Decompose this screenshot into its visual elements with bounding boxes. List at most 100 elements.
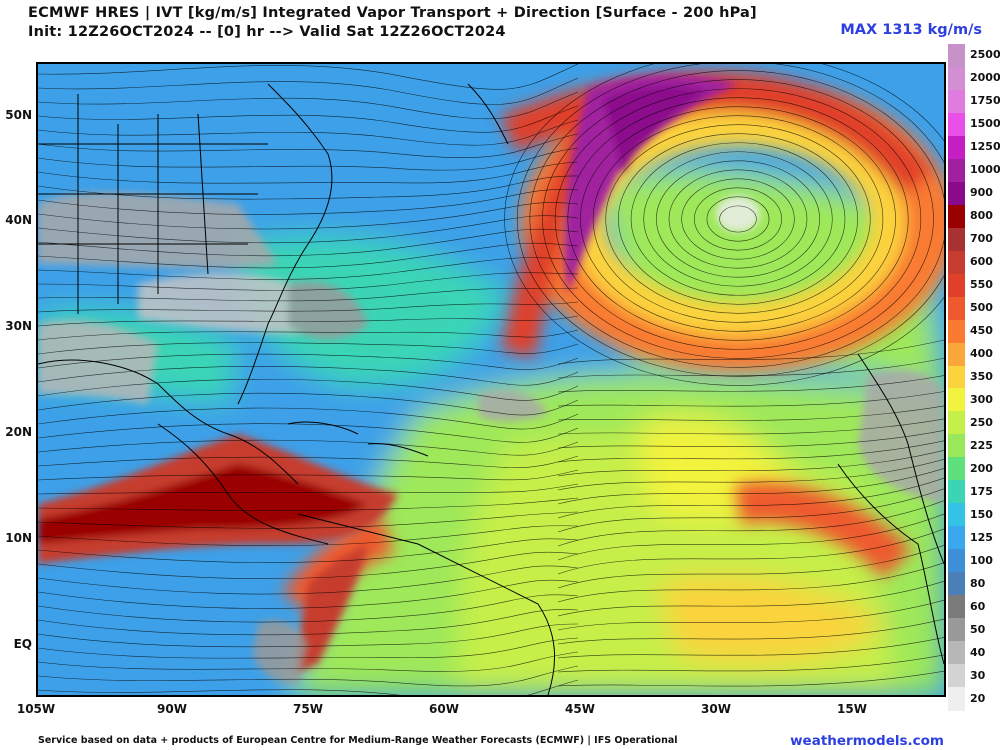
streamline <box>38 228 579 257</box>
colorbar-swatch <box>948 411 965 435</box>
lat-label-50n: 50N <box>5 108 32 122</box>
colorbar-swatch <box>948 89 965 114</box>
colorbar-swatch <box>948 549 965 573</box>
colorbar-swatch <box>948 250 965 275</box>
footer-site-link[interactable]: weathermodels.com <box>790 733 944 749</box>
streamline <box>38 378 579 401</box>
streamline <box>557 418 944 435</box>
ivt-map <box>36 62 946 697</box>
streamline <box>38 679 579 695</box>
colorbar-tick-label: 1500 <box>970 117 1000 131</box>
colorbar-tick-label: 60 <box>970 599 986 613</box>
streamline <box>557 391 944 407</box>
footer-credit: Service based on data + products of Euro… <box>38 735 678 746</box>
streamline <box>557 440 944 463</box>
streamline <box>557 375 944 393</box>
streamline <box>557 654 944 673</box>
lon-label-75w: 75W <box>293 702 323 716</box>
colorbar-tick-label: 1250 <box>970 140 1000 154</box>
lat-label-40n: 40N <box>5 213 32 227</box>
colorbar-tick-label: 125 <box>970 530 993 544</box>
streamline <box>706 196 770 242</box>
colorbar-tick-label: 2500 <box>970 48 1000 62</box>
streamline <box>38 133 579 158</box>
colorbar-swatch <box>948 44 965 68</box>
colorbar-tick-label: 550 <box>970 278 993 292</box>
colorbar-swatch <box>948 434 965 458</box>
streamline <box>557 339 944 365</box>
colorbar-tick-label: 300 <box>970 392 993 406</box>
lon-label-60w: 60W <box>429 702 459 716</box>
streamline <box>557 513 944 561</box>
streamline <box>38 407 579 430</box>
streamline <box>557 528 944 575</box>
streamline <box>38 77 579 105</box>
colorbar-swatch <box>948 112 965 137</box>
streamline <box>557 449 944 477</box>
colorbar-tick-label: 200 <box>970 461 993 475</box>
streamline <box>643 151 833 287</box>
colorbar-swatch <box>948 273 965 298</box>
colorbar-swatch <box>948 664 965 688</box>
colorbar-swatch <box>948 457 965 481</box>
streamline <box>557 637 944 659</box>
colorbar-swatch <box>948 595 965 619</box>
streamline <box>38 287 579 302</box>
streamline <box>38 147 579 171</box>
colorbar-tick-label: 80 <box>970 576 986 590</box>
streamline <box>557 544 944 589</box>
lat-label-20n: 20N <box>5 425 32 439</box>
colorbar-tick-label: 250 <box>970 415 993 429</box>
colorbar-swatch <box>948 342 965 367</box>
streamline <box>557 670 944 687</box>
streamline <box>668 169 808 269</box>
colorbar-swatch <box>948 526 965 550</box>
streamline <box>656 160 820 278</box>
colorbar-tick-label: 175 <box>970 484 993 498</box>
streamline <box>38 365 579 386</box>
streamline <box>529 70 944 368</box>
colorbar-tick-label: 350 <box>970 370 993 383</box>
chart-title-block: ECMWF HRES | IVT [kg/m/s] Integrated Vap… <box>28 4 757 42</box>
streamline <box>557 599 944 631</box>
streamline <box>38 579 579 609</box>
streamline <box>557 580 944 617</box>
lon-label-30w: 30W <box>701 702 731 716</box>
streamline <box>504 64 944 386</box>
colorbar-swatch <box>948 66 965 91</box>
streamline <box>38 483 579 495</box>
streamlines <box>38 64 944 695</box>
colorbar-swatch <box>948 227 965 252</box>
streamline <box>557 618 944 645</box>
streamline <box>38 189 579 215</box>
streamline <box>38 91 579 120</box>
streamline <box>542 79 934 359</box>
colorbar-tick-label: 100 <box>970 553 993 567</box>
streamline <box>38 511 579 529</box>
colorbar-swatch <box>948 618 965 642</box>
chart-subtitle: Init: 12Z26OCT2024 -- [0] hr --> Valid S… <box>28 24 506 40</box>
colorbar-tick-label: 225 <box>970 438 993 452</box>
streamline <box>38 623 579 648</box>
streamline <box>557 459 944 491</box>
colorbar-swatch <box>948 687 965 711</box>
colorbar-swatch <box>948 480 965 504</box>
streamline <box>38 423 579 443</box>
streamline <box>557 500 944 547</box>
colorbar-tick-label: 1000 <box>970 163 1000 177</box>
colorbar-swatch <box>948 319 965 344</box>
ivt-map-canvas <box>38 64 944 695</box>
colorbar-swatch <box>948 135 965 160</box>
colorbar-tick-label: 2000 <box>970 71 1000 85</box>
streamline <box>557 562 944 603</box>
colorbar-tick-label: 450 <box>970 324 993 338</box>
streamline <box>38 315 579 327</box>
colorbar-swatch <box>948 503 965 527</box>
streamline <box>630 142 846 296</box>
streamline <box>38 64 579 90</box>
colorbar-tick-label: 1750 <box>970 94 1000 108</box>
streamline <box>38 215 579 244</box>
colorbar-swatch <box>948 641 965 665</box>
streamline <box>38 242 579 269</box>
streamline <box>554 88 922 350</box>
